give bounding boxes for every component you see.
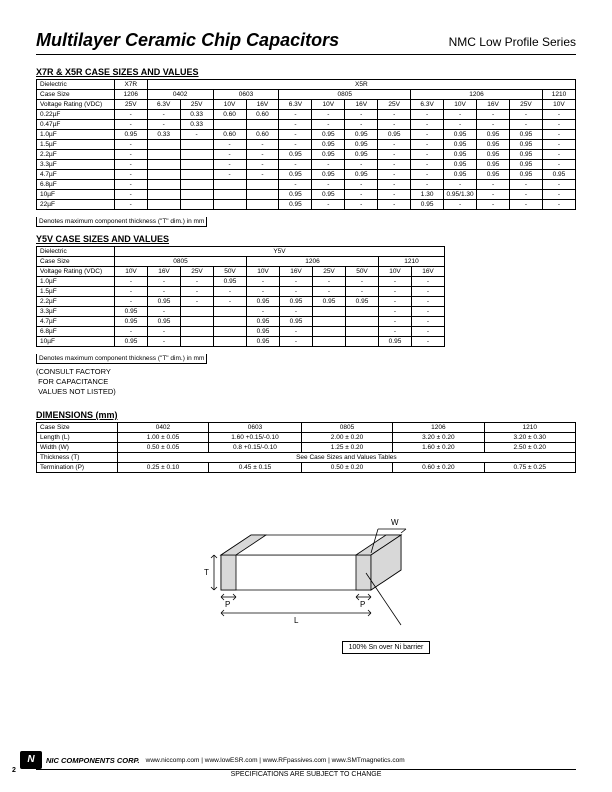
x7r-section-title: X7R & X5R CASE SIZES AND VALUES <box>36 67 576 77</box>
svg-text:P: P <box>225 600 230 609</box>
series-name: NMC Low Profile Series <box>449 35 576 49</box>
y5v-table: DielectricY5VCase Size080512061210Voltag… <box>36 246 445 347</box>
callout-termination: 100% Sn over Ni barrier <box>342 641 431 654</box>
x7r-table: DielectricX7RX5RCase Size120604020603080… <box>36 79 576 210</box>
y5v-denote: Denotes maximum component thickness ("T"… <box>36 354 207 364</box>
svg-text:W: W <box>391 518 399 527</box>
footer-urls: www.niccomp.com | www.lowESR.com | www.R… <box>146 757 405 764</box>
chip-diagram: W T P P <box>36 495 576 654</box>
svg-text:T: T <box>204 568 209 577</box>
page-footer: N NIC COMPONENTS CORP. www.niccomp.com |… <box>0 749 612 778</box>
page-number: 2 <box>12 767 16 774</box>
corp-name: NIC COMPONENTS CORP. <box>46 756 140 765</box>
dims-section-title: DIMENSIONS (mm) <box>36 410 576 420</box>
x7r-denote: Denotes maximum component thickness ("T"… <box>36 217 207 227</box>
svg-text:L: L <box>294 616 299 625</box>
spec-change-note: SPECIFICATIONS ARE SUBJECT TO CHANGE <box>0 771 612 778</box>
dimensions-table: Case Size04020603080512061210Length (L)1… <box>36 422 576 473</box>
page-title: Multilayer Ceramic Chip Capacitors <box>36 30 339 51</box>
svg-text:P: P <box>360 600 365 609</box>
consult-factory-note: (CONSULT FACTORY FOR CAPACITANCE VALUES … <box>36 367 576 396</box>
y5v-section-title: Y5V CASE SIZES AND VALUES <box>36 234 576 244</box>
nic-logo: N <box>20 751 42 769</box>
